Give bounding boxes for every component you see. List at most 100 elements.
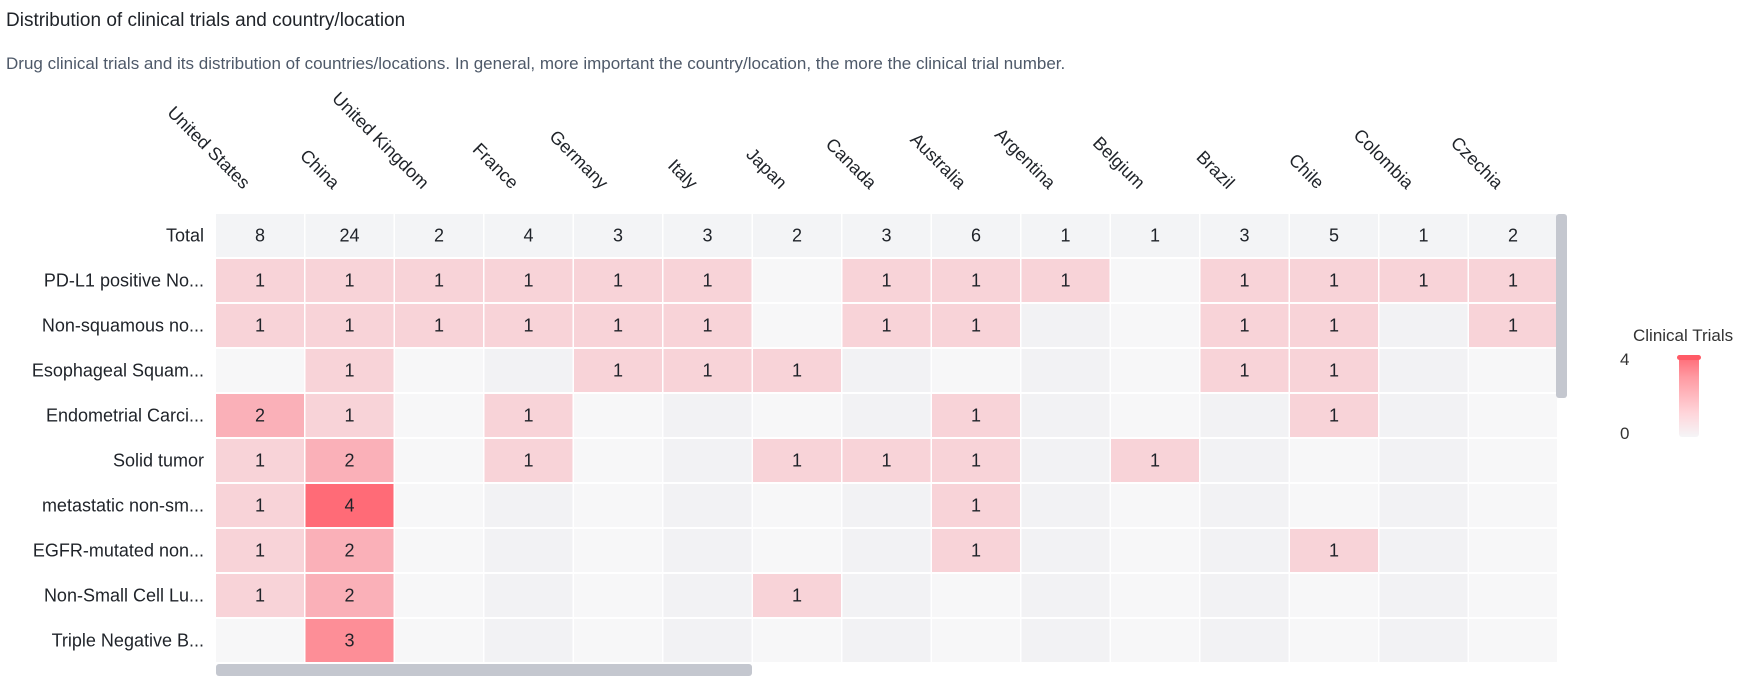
cell-value-label: 1 [344, 405, 354, 425]
empty-cell [1022, 619, 1110, 662]
column-header-label: United Kingdom [328, 88, 433, 193]
total-value-label: 2 [434, 225, 444, 245]
cell-value-label: 1 [1239, 270, 1249, 290]
legend-range-handle[interactable] [1677, 355, 1701, 360]
legend-color-scale [1679, 357, 1699, 437]
column-header-label: Chile [1285, 150, 1328, 193]
total-value-label: 1 [1150, 225, 1160, 245]
row-label: EGFR-mutated non... [33, 540, 204, 560]
empty-cell [753, 529, 841, 572]
row-label: Endometrial Carci... [46, 405, 204, 425]
empty-cell [574, 394, 662, 437]
empty-cell [1201, 574, 1289, 617]
cell-value-label: 1 [1418, 270, 1428, 290]
cell-value-label: 1 [1508, 270, 1518, 290]
empty-cell [485, 529, 573, 572]
empty-cell [1290, 619, 1378, 662]
total-value-label: 5 [1329, 225, 1339, 245]
empty-cell [1022, 529, 1110, 572]
empty-cell [1380, 619, 1468, 662]
empty-cell [1290, 439, 1378, 482]
cell-value-label: 1 [344, 315, 354, 335]
empty-cell [485, 484, 573, 527]
empty-cell [1111, 259, 1199, 302]
empty-cell [664, 439, 752, 482]
empty-cell [1380, 394, 1468, 437]
row-label: PD-L1 positive No... [44, 270, 204, 290]
empty-cell [1380, 484, 1468, 527]
cell-value-label: 1 [523, 450, 533, 470]
total-value-label: 3 [1239, 225, 1249, 245]
empty-cell [1022, 484, 1110, 527]
cell-value-label: 1 [434, 315, 444, 335]
cell-value-label: 1 [1239, 315, 1249, 335]
cell-value-label: 2 [344, 540, 354, 560]
column-header-label: Argentina [991, 124, 1060, 193]
empty-cell [1201, 439, 1289, 482]
column-header-label: Australia [906, 129, 970, 193]
legend-max-label: 4 [1620, 350, 1629, 370]
empty-cell [1111, 349, 1199, 392]
empty-cell [395, 619, 483, 662]
row-label: Non-Small Cell Lu... [44, 585, 204, 605]
empty-cell [1380, 574, 1468, 617]
empty-cell [843, 349, 931, 392]
empty-cell [1022, 394, 1110, 437]
cell-value-label: 1 [255, 495, 265, 515]
total-value-label: 3 [702, 225, 712, 245]
cell-value-label: 1 [792, 450, 802, 470]
cell-value-label: 2 [255, 405, 265, 425]
cell-value-label: 1 [971, 495, 981, 515]
empty-cell [664, 484, 752, 527]
vertical-scrollbar-thumb[interactable] [1556, 214, 1567, 398]
empty-cell [1111, 394, 1199, 437]
empty-cell [395, 484, 483, 527]
cell-value-label: 1 [971, 270, 981, 290]
empty-cell [843, 574, 931, 617]
empty-cell [1201, 484, 1289, 527]
empty-cell [1290, 574, 1378, 617]
empty-cell [1469, 484, 1557, 527]
cell-value-label: 1 [344, 270, 354, 290]
total-value-label: 8 [255, 225, 265, 245]
total-value-label: 1 [1060, 225, 1070, 245]
horizontal-scrollbar-thumb[interactable] [216, 664, 752, 676]
total-value-label: 2 [1508, 225, 1518, 245]
cell-value-label: 1 [792, 585, 802, 605]
cell-value-label: 1 [881, 315, 891, 335]
empty-cell [574, 439, 662, 482]
empty-cell [1380, 439, 1468, 482]
column-header-label: China [296, 145, 344, 193]
cell-value-label: 1 [1060, 270, 1070, 290]
cell-value-label: 1 [434, 270, 444, 290]
empty-cell [1022, 304, 1110, 347]
empty-cell [395, 394, 483, 437]
empty-cell [932, 574, 1020, 617]
row-label: Solid tumor [113, 450, 204, 470]
cell-value-label: 1 [255, 585, 265, 605]
empty-cell [1022, 574, 1110, 617]
row-label: Triple Negative B... [52, 630, 204, 650]
empty-cell [753, 304, 841, 347]
cell-value-label: 1 [702, 270, 712, 290]
empty-cell [1111, 529, 1199, 572]
column-header-label: Italy [664, 155, 701, 192]
cell-value-label: 1 [1329, 360, 1339, 380]
empty-cell [395, 349, 483, 392]
empty-cell [1022, 349, 1110, 392]
empty-cell [574, 619, 662, 662]
total-value-label: 6 [971, 225, 981, 245]
cell-value-label: 1 [1329, 405, 1339, 425]
empty-cell [1469, 619, 1557, 662]
empty-cell [395, 574, 483, 617]
empty-cell [1201, 394, 1289, 437]
cell-value-label: 1 [1239, 360, 1249, 380]
row-label: Esophageal Squam... [32, 360, 204, 380]
cell-value-label: 1 [971, 540, 981, 560]
cell-value-label: 1 [523, 270, 533, 290]
column-header-label: Belgium [1089, 133, 1149, 193]
empty-cell [753, 484, 841, 527]
cell-value-label: 1 [1329, 540, 1339, 560]
empty-cell [395, 439, 483, 482]
